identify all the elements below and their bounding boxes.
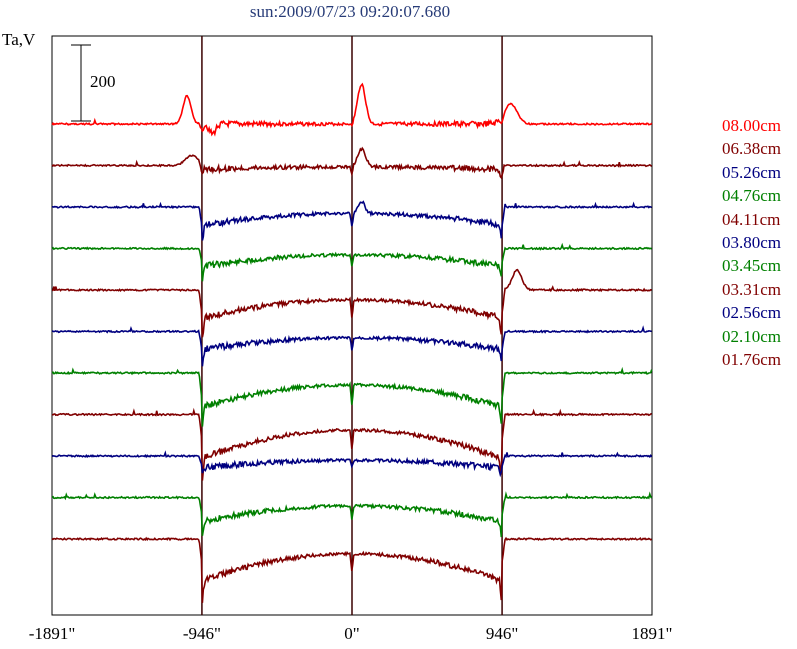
series-line-01.76cm [51,536,652,603]
series-line-03.31cm [51,407,652,481]
series-line-06.38cm [51,146,653,180]
legend-item-04.11cm: 04.11cm [722,209,781,229]
y-axis-label: Ta,V [2,30,36,49]
series-line-03.45cm [51,366,653,427]
legend-item-03.45cm: 03.45cm [722,256,782,276]
x-tick-label-1: -946" [182,624,221,643]
x-tick-label-3: 946" [485,624,519,643]
series-line-02.56cm [51,450,653,478]
series-line-02.10cm [52,491,653,538]
legend-item-03.31cm: 03.31cm [722,279,782,299]
scale-bar-label: 200 [90,72,116,91]
legend-item-03.80cm: 03.80cm [722,233,782,252]
chart-title: sun:2009/07/23 09:20:07.680 [249,2,451,21]
x-tick-label-4: 1891" [631,624,673,643]
legend-item-01.76cm: 01.76cm [722,350,782,369]
x-tick-label-2: 0" [344,624,360,643]
legend-item-08.00cm: 08.00cm [722,116,782,135]
series-line-04.11cm [51,268,652,338]
scale-bar [71,44,91,122]
legend-item-02.56cm: 02.56cm [722,303,782,323]
x-tick-label-0: -1891" [28,624,76,643]
series-lines [51,82,653,603]
series-line-03.80cm [51,325,652,367]
legend-item-02.10cm: 02.10cm [722,326,782,346]
legend-item-05.26cm: 05.26cm [722,162,782,182]
series-line-05.26cm [52,200,652,241]
legend-item-04.76cm: 04.76cm [722,186,782,206]
series-line-08.00cm [51,82,653,137]
series-line-04.76cm [51,242,652,282]
legend-item-06.38cm: 06.38cm [722,139,782,159]
